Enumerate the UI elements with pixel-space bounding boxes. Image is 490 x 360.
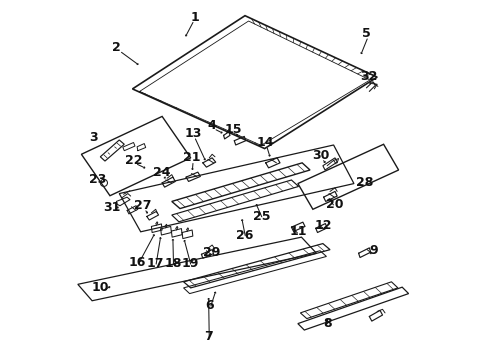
Text: 7: 7 [204,330,213,343]
Text: 23: 23 [89,173,106,186]
Text: 22: 22 [125,154,142,167]
Text: 2: 2 [112,41,121,54]
Text: 29: 29 [203,246,221,258]
Text: 15: 15 [225,123,243,136]
Text: 17: 17 [146,257,164,270]
Text: 31: 31 [103,201,121,214]
Text: 4: 4 [208,119,217,132]
Text: 24: 24 [153,166,171,179]
Text: 3: 3 [89,131,98,144]
Text: 18: 18 [164,257,181,270]
Text: 14: 14 [257,136,274,149]
Text: 30: 30 [312,149,329,162]
Text: 10: 10 [92,282,109,294]
Text: 6: 6 [205,299,214,312]
Text: 19: 19 [182,257,199,270]
Text: 25: 25 [253,210,271,223]
Text: 12: 12 [314,219,332,232]
Text: 13: 13 [185,127,202,140]
Text: 5: 5 [362,27,371,40]
Text: 1: 1 [191,11,199,24]
Text: 32: 32 [361,70,378,83]
Text: 21: 21 [183,151,201,165]
Text: 20: 20 [326,198,344,211]
Text: 16: 16 [128,256,146,269]
Text: 28: 28 [356,176,373,189]
Text: 27: 27 [134,199,152,212]
Text: 11: 11 [290,225,307,238]
Text: 9: 9 [369,244,378,257]
Text: 8: 8 [323,317,331,330]
Text: 26: 26 [236,229,254,242]
